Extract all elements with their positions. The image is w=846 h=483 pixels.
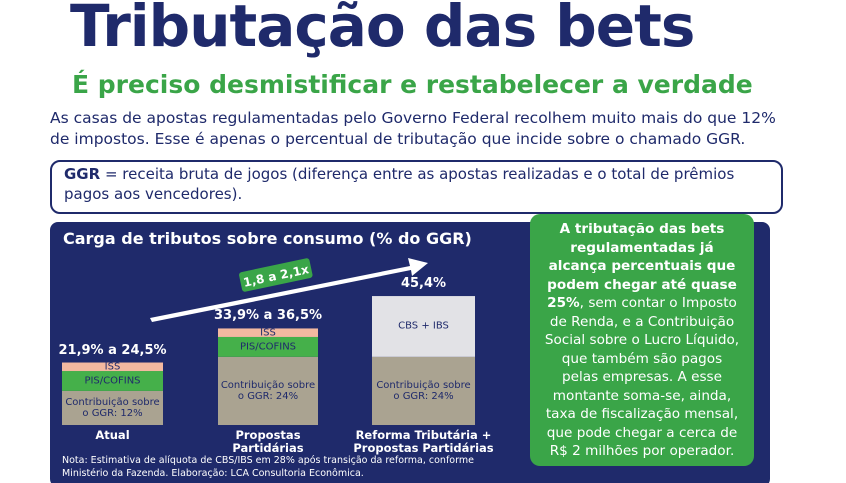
category-label: Propostas Partidárias bbox=[232, 428, 304, 455]
callout: A tributação das bets regulamentadas já … bbox=[530, 214, 754, 466]
annotation: 1,8 a 2,1x bbox=[239, 258, 313, 292]
trend-arrow bbox=[150, 258, 428, 322]
definition-box: GGR = receita bruta de jogos (diferença … bbox=[50, 160, 783, 214]
bar-segment bbox=[62, 390, 163, 425]
total-label: 21,9% a 24,5% bbox=[58, 342, 167, 358]
footnote: Nota: Estimativa de alíquota de CBS/IBS … bbox=[62, 455, 474, 479]
segment-label: CBS + IBS bbox=[398, 320, 449, 332]
annotation-box bbox=[239, 258, 313, 292]
segment-label: Contribuição sobre o GGR: 12% bbox=[65, 396, 160, 419]
intro: As casas de apostas regulamentadas pelo … bbox=[50, 109, 776, 148]
segment-label: PIS/COFINS bbox=[84, 375, 141, 387]
title: Tributação das bets bbox=[70, 0, 695, 60]
callout-text: , sem contar o Imposto de Renda, e a Con… bbox=[544, 295, 740, 459]
definition-text: = receita bruta de jogos (diferença entr… bbox=[64, 165, 735, 203]
bar-segment bbox=[218, 328, 318, 337]
chart-title: Carga de tributos sobre consumo (% do GG… bbox=[63, 229, 472, 248]
segment-label: Contribuição sobre o GGR: 24% bbox=[376, 379, 471, 402]
bar-segment bbox=[218, 336, 318, 357]
bar-segment bbox=[62, 371, 163, 391]
bar-segment bbox=[62, 362, 163, 372]
bar-segment bbox=[372, 356, 475, 425]
category-label: Reforma Tributária + Propostas Partidári… bbox=[353, 428, 494, 455]
segment-label: Contribuição sobre o GGR: 24% bbox=[220, 379, 316, 402]
subtitle: É preciso desmistificar e restabelecer a… bbox=[72, 70, 753, 99]
bar-segment bbox=[218, 356, 318, 425]
callout-bold: A tributação das bets regulamentadas já … bbox=[547, 221, 737, 311]
total-label: 45,4% bbox=[400, 276, 447, 292]
total-label: 33,9% a 36,5% bbox=[213, 308, 323, 324]
segment-label: ISS bbox=[260, 327, 276, 339]
segment-label: PIS/COFINS bbox=[239, 341, 297, 353]
segment-label: ISS bbox=[104, 361, 121, 373]
bar-segment bbox=[372, 296, 475, 357]
category-label: Atual bbox=[95, 428, 130, 442]
definition-term: GGR bbox=[64, 165, 101, 183]
